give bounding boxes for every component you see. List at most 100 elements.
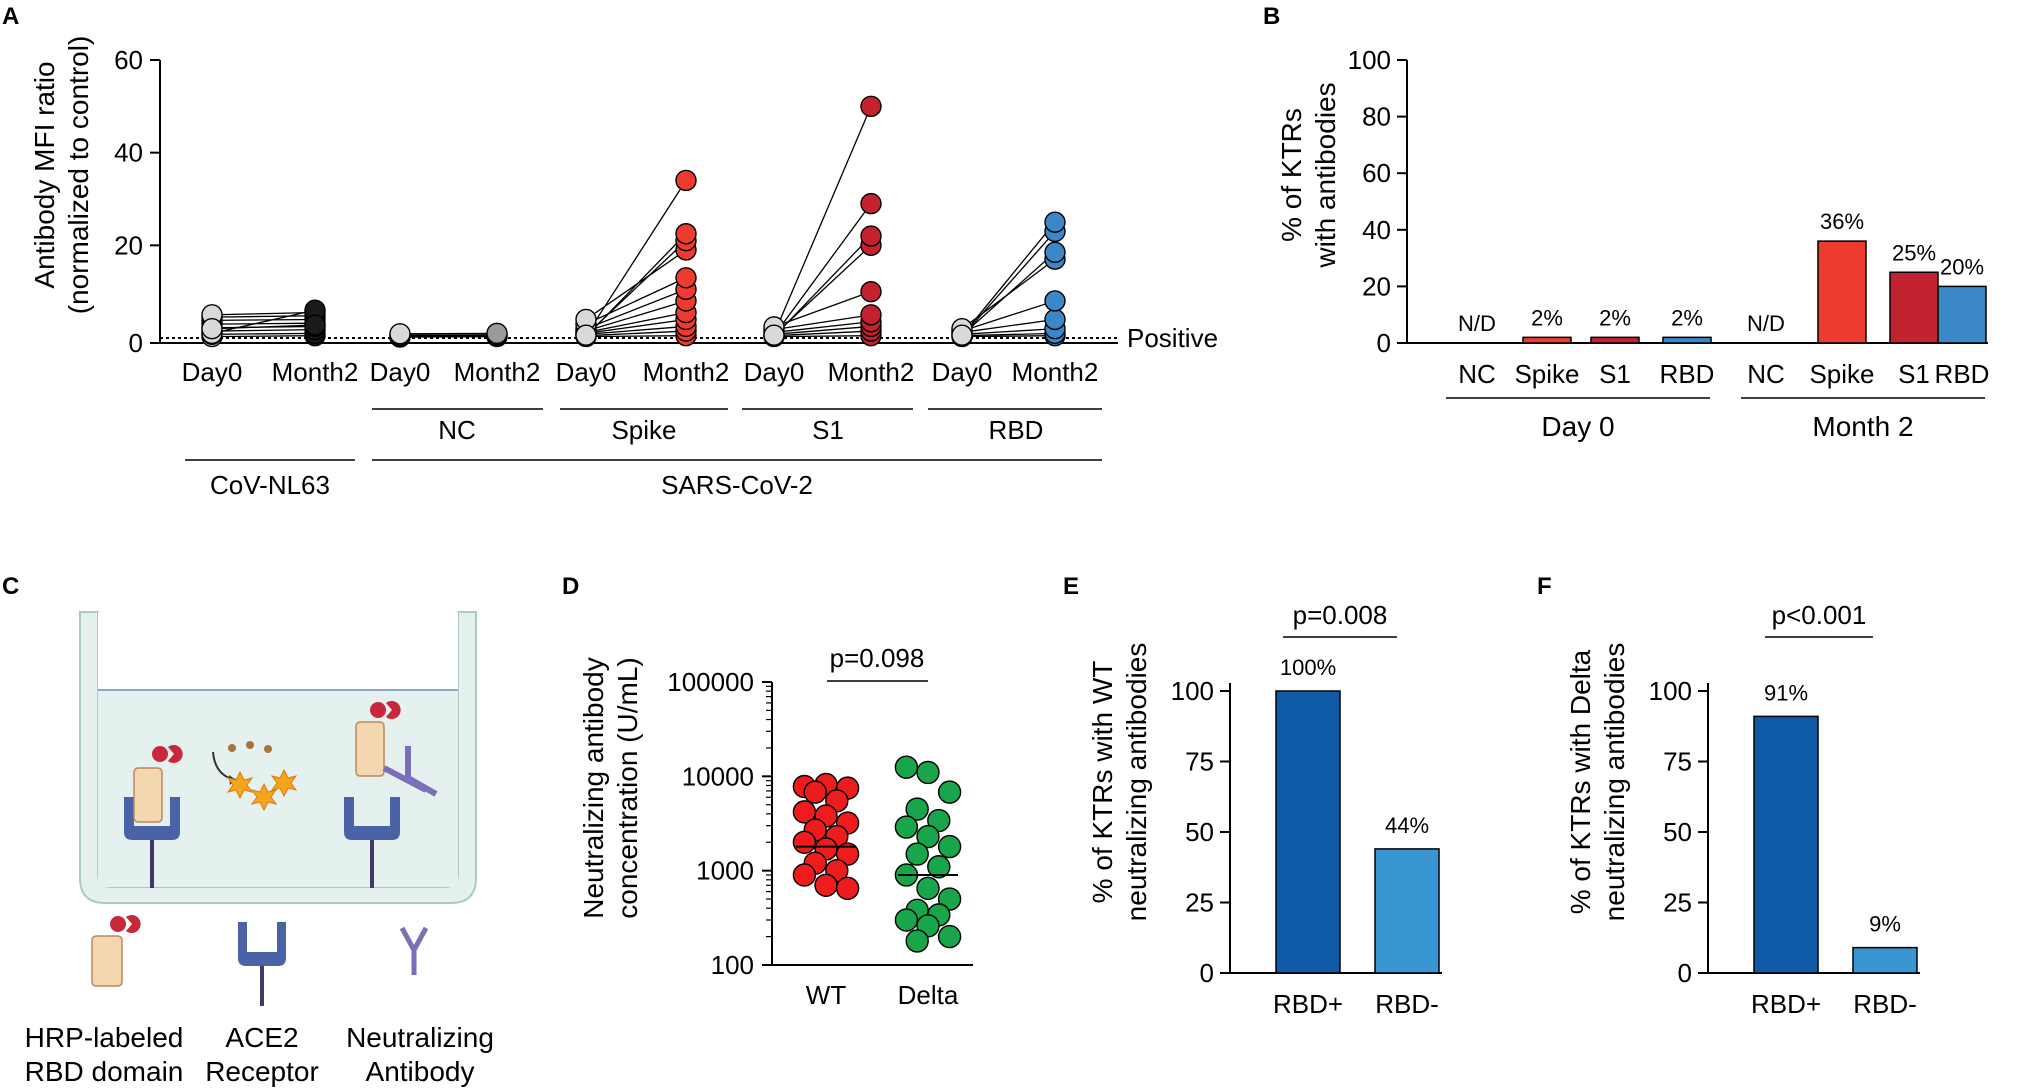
connecting-line bbox=[211, 322, 316, 325]
panel-a-chart: Antibody MFI ratio (normalized to contro… bbox=[29, 36, 1218, 500]
substrate-dot-icon bbox=[264, 745, 272, 753]
hrp-rbd-icon bbox=[133, 744, 183, 823]
x-tick-label: Month2 bbox=[454, 357, 541, 387]
connecting-line bbox=[585, 180, 687, 337]
x-tick-label: RBD- bbox=[1375, 989, 1439, 1019]
connecting-line bbox=[585, 288, 687, 330]
data-point bbox=[835, 876, 860, 901]
data-point bbox=[894, 815, 919, 839]
panel-label-b: B bbox=[1263, 3, 1280, 30]
x-tick-label: RBD+ bbox=[1273, 989, 1343, 1019]
y-tick-label: 20 bbox=[114, 230, 143, 260]
panel-label-f: F bbox=[1537, 573, 1552, 600]
legend-ace2-icon bbox=[238, 922, 286, 1006]
panel-label-d: D bbox=[562, 573, 579, 600]
panel-f-pvalue: p<0.001 bbox=[1772, 600, 1867, 630]
data-point bbox=[905, 842, 929, 866]
data-point bbox=[937, 780, 962, 804]
data-point bbox=[894, 755, 919, 779]
x-tick-label: S1 bbox=[1898, 359, 1930, 389]
panel-c-schematic: HRP-labeled RBD domain ACE2 Receptor Neu… bbox=[25, 611, 494, 1087]
connecting-line bbox=[961, 231, 1056, 338]
panel-d-data-points bbox=[792, 755, 962, 953]
x-tick-label: Month2 bbox=[828, 357, 915, 387]
legend-hrp-line2: RBD domain bbox=[25, 1056, 184, 1087]
panel-f-ylabel-line1: % of KTRs with Delta bbox=[1565, 649, 1596, 914]
x-tick-label: RBD bbox=[1935, 359, 1990, 389]
panel-e-chart: % of KTRs with WT neutralizing antibodie… bbox=[1087, 600, 1442, 1019]
bar bbox=[1937, 285, 1987, 344]
panel-label-e: E bbox=[1063, 573, 1079, 600]
y-tick-label: 0 bbox=[1377, 328, 1391, 358]
bar-value-label: 44% bbox=[1385, 813, 1429, 838]
connecting-line bbox=[773, 321, 872, 334]
bar bbox=[1374, 848, 1440, 974]
connecting-line bbox=[585, 311, 687, 334]
well-air bbox=[98, 612, 458, 690]
x-tick-label: Day0 bbox=[370, 357, 431, 387]
data-point-month2 bbox=[1044, 308, 1066, 331]
panel-a-ylabel-line2: (normalized to control) bbox=[63, 36, 94, 315]
bar bbox=[1590, 336, 1640, 344]
connecting-line bbox=[961, 300, 1056, 332]
y-tick-label: 10000 bbox=[682, 761, 754, 791]
data-point-month2 bbox=[1044, 211, 1066, 233]
y-tick-label: 25 bbox=[1663, 888, 1692, 918]
connecting-line bbox=[211, 329, 316, 332]
y-tick-label: 40 bbox=[114, 138, 143, 168]
data-point bbox=[916, 760, 940, 785]
connecting-line bbox=[773, 330, 872, 337]
panel-label-a: A bbox=[2, 3, 19, 30]
bar-value-label: 36% bbox=[1820, 209, 1864, 234]
bar-value-label: 25% bbox=[1892, 240, 1936, 265]
x-tick-label: NC bbox=[1458, 359, 1496, 389]
x-tick-label: NC bbox=[1747, 359, 1785, 389]
x-tick-label: RBD- bbox=[1853, 989, 1917, 1019]
bar-value-label: 100% bbox=[1280, 655, 1336, 680]
y-tick-label: 100000 bbox=[667, 667, 754, 697]
y-tick-label: 40 bbox=[1362, 215, 1391, 245]
connecting-line bbox=[773, 235, 872, 338]
panel-d-y-ticks: 100 1000 10000 100000 bbox=[667, 667, 772, 980]
connecting-line bbox=[773, 314, 872, 331]
panel-b-y-ticks: 0 20 40 60 80 100 bbox=[1348, 45, 1407, 358]
data-point-month2 bbox=[486, 322, 508, 345]
y-tick-label: 1000 bbox=[696, 856, 754, 886]
bar bbox=[1817, 240, 1867, 344]
x-tick-label: Month2 bbox=[643, 357, 730, 387]
connecting-line bbox=[961, 332, 1056, 337]
bar-value-label: 2% bbox=[1599, 305, 1631, 330]
x-tick-label: Spike bbox=[1809, 359, 1874, 389]
data-point bbox=[803, 780, 827, 804]
data-point bbox=[927, 808, 951, 833]
x-tick-label: Day0 bbox=[182, 357, 243, 387]
panel-b-ylabel-line2: with antibodies bbox=[1310, 82, 1341, 268]
x-tick-label: WT bbox=[806, 980, 847, 1010]
y-tick-label: 60 bbox=[1362, 158, 1391, 188]
panel-b-ylabel-line1: % of KTRs bbox=[1276, 108, 1307, 242]
x-tick-label: Spike bbox=[1514, 359, 1579, 389]
connecting-line bbox=[585, 233, 687, 338]
legend-hrp-rbd-icon bbox=[91, 915, 141, 987]
panel-a-group-label-rbd: RBD bbox=[989, 415, 1044, 445]
x-tick-label: Delta bbox=[898, 980, 959, 1010]
panel-b-group-label-day0: Day 0 bbox=[1541, 411, 1614, 442]
data-point-month2 bbox=[304, 314, 326, 336]
bar-value-label: 91% bbox=[1764, 680, 1808, 705]
y-tick-label: 100 bbox=[1171, 676, 1214, 706]
connecting-line bbox=[961, 328, 1056, 335]
data-point bbox=[905, 797, 929, 821]
panel-e-bars: 100% RBD+ 44% RBD- bbox=[1273, 655, 1440, 1019]
data-point-day0 bbox=[575, 324, 597, 346]
panel-a-data-points bbox=[201, 95, 1066, 348]
y-tick-label: 25 bbox=[1185, 888, 1214, 918]
y-tick-label: 0 bbox=[1678, 958, 1692, 988]
y-tick-label: 50 bbox=[1663, 817, 1692, 847]
bar-value-label: 2% bbox=[1531, 305, 1563, 330]
connecting-line bbox=[211, 311, 316, 316]
panel-a-group-label-nc: NC bbox=[438, 415, 476, 445]
data-point-month2 bbox=[860, 280, 882, 303]
panel-a-ylabel-line1: Antibody MFI ratio bbox=[29, 61, 60, 288]
data-point-day0 bbox=[763, 324, 785, 346]
data-point bbox=[792, 863, 817, 887]
